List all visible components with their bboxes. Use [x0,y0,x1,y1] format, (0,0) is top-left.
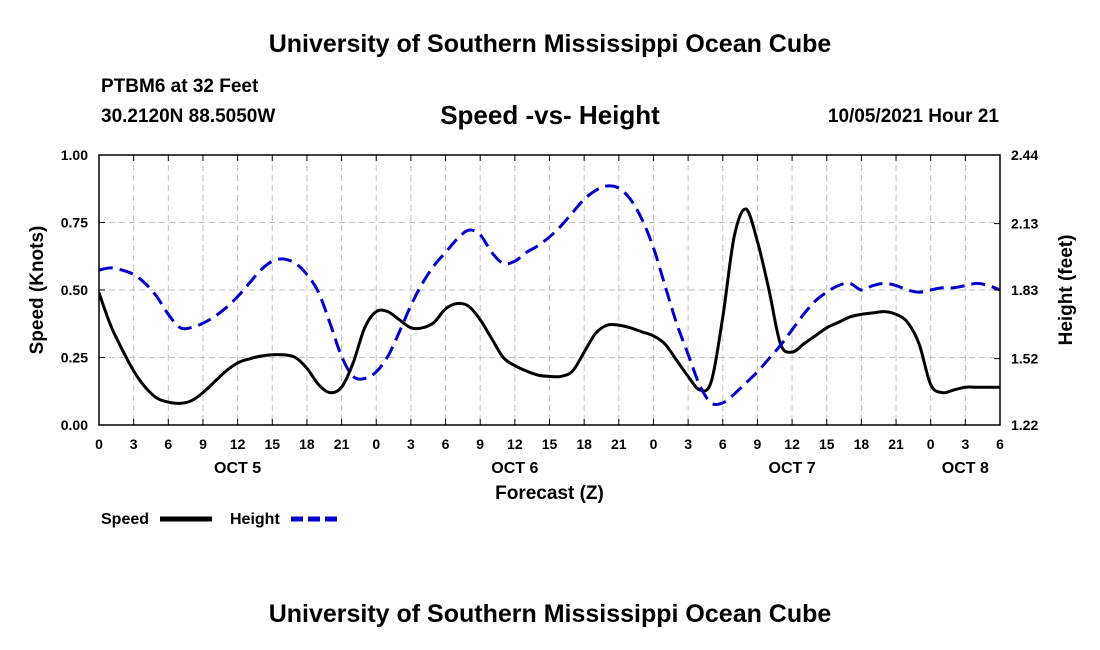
y2-axis-title: Height (feet) [1056,235,1077,346]
x-tick-label: 6 [996,436,1004,452]
day-label: OCT 5 [214,460,261,477]
day-label: OCT 6 [491,460,538,477]
x-tick-label: 15 [264,436,280,452]
y-tick-label: 0.75 [61,215,88,231]
x-tick-label: 0 [927,436,935,452]
x-tick-label: 9 [476,436,484,452]
x-tick-label: 21 [334,436,350,452]
x-tick-label: 3 [684,436,692,452]
chart-ticks [98,154,1001,426]
x-tick-label: 18 [576,436,592,452]
x-tick-label: 12 [507,436,523,452]
x-tick-label: 21 [611,436,627,452]
x-tick-label: 0 [95,436,103,452]
chart-title: Speed -vs- Height [440,100,660,130]
legend-speed-label: Speed [101,511,149,528]
x-tick-label: 3 [407,436,415,452]
station-label: PTBM6 at 32 Feet [101,76,259,97]
page-title: University of Southern Mississippi Ocean… [268,30,832,58]
legend-height-label: Height [230,511,280,528]
x-tick-label: 15 [819,436,835,452]
x-tick-label: 3 [961,436,969,452]
y2-tick-label: 1.83 [1011,282,1038,298]
chart-grid [99,155,1000,425]
x-tick-label: 6 [442,436,450,452]
x-tick-label: 3 [130,436,138,452]
x-tick-label: 12 [784,436,800,452]
day-label: OCT 7 [769,460,816,477]
y-tick-label: 0.50 [61,282,88,298]
y2-tick-label: 1.52 [1011,351,1038,367]
x-tick-label: 6 [719,436,727,452]
y-tick-label: 1.00 [61,147,88,163]
x-tick-label: 21 [888,436,904,452]
forecast-datetime: 10/05/2021 Hour 21 [827,106,999,127]
y-tick-label: 0.00 [61,417,88,433]
y2-tick-label: 2.13 [1011,216,1038,232]
chart-series [99,184,1000,407]
x-tick-label: 18 [299,436,315,452]
chart-labels: 0 3 6 9 12 15 18 21 0 3 6 9 12 15 18 21 0 3 6 9 12 15 18 21 0 3 6 0… [27,147,1077,504]
y-axis-title: Speed (Knots) [27,226,48,355]
y2-tick-label: 1.22 [1011,417,1038,433]
x-tick-label: 9 [754,436,762,452]
x-tick-label: 0 [650,436,658,452]
chart-legend: Speed Height [101,511,342,528]
x-tick-label: 6 [164,436,172,452]
x-tick-label: 18 [854,436,870,452]
y2-tick-label: 2.44 [1011,147,1038,163]
x-tick-label: 9 [199,436,207,452]
x-axis-title: Forecast (Z) [495,483,604,504]
x-tick-label: 12 [230,436,246,452]
y-tick-label: 0.25 [61,350,88,366]
x-tick-label: 0 [372,436,380,452]
x-tick-label: 15 [542,436,558,452]
day-label: OCT 8 [942,460,989,477]
footer-title: University of Southern Mississippi Ocean… [268,600,832,628]
speed-series-line [99,207,1000,405]
coordinates-label: 30.2120N 88.5050W [101,106,276,127]
height-series-line [99,184,1000,407]
